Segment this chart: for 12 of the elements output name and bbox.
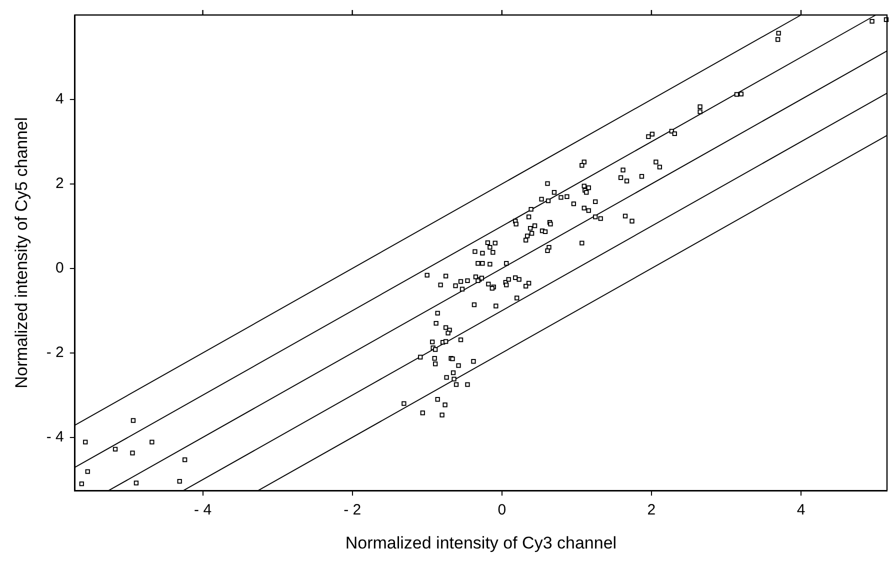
x-tick-label: 0: [498, 502, 506, 519]
x-tick-label: - 2: [344, 502, 362, 519]
y-tick-label: - 2: [46, 344, 64, 362]
y-tick-label: 4: [56, 90, 64, 108]
y-axis-title: Normalized intensity of Cy5 channel: [12, 117, 31, 388]
y-tick-label: 2: [56, 175, 64, 192]
y-tick-label: - 4: [46, 428, 64, 446]
x-tick-label: 2: [647, 502, 656, 519]
x-axis-title: Normalized intensity of Cy3 channel: [345, 533, 617, 552]
x-tick-label: 4: [796, 502, 806, 519]
x-tick-label: - 4: [194, 502, 212, 519]
y-tick-label: 0: [56, 260, 64, 277]
